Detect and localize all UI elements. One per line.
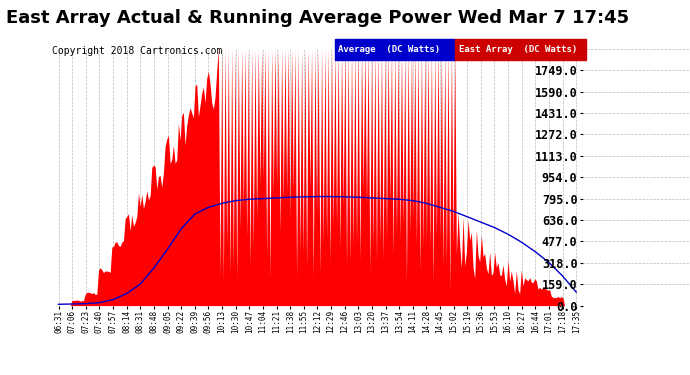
- Text: East Array  (DC Watts): East Array (DC Watts): [459, 45, 577, 54]
- Text: Copyright 2018 Cartronics.com: Copyright 2018 Cartronics.com: [52, 46, 222, 57]
- Text: Average  (DC Watts): Average (DC Watts): [338, 45, 440, 54]
- Text: East Array Actual & Running Average Power Wed Mar 7 17:45: East Array Actual & Running Average Powe…: [6, 9, 629, 27]
